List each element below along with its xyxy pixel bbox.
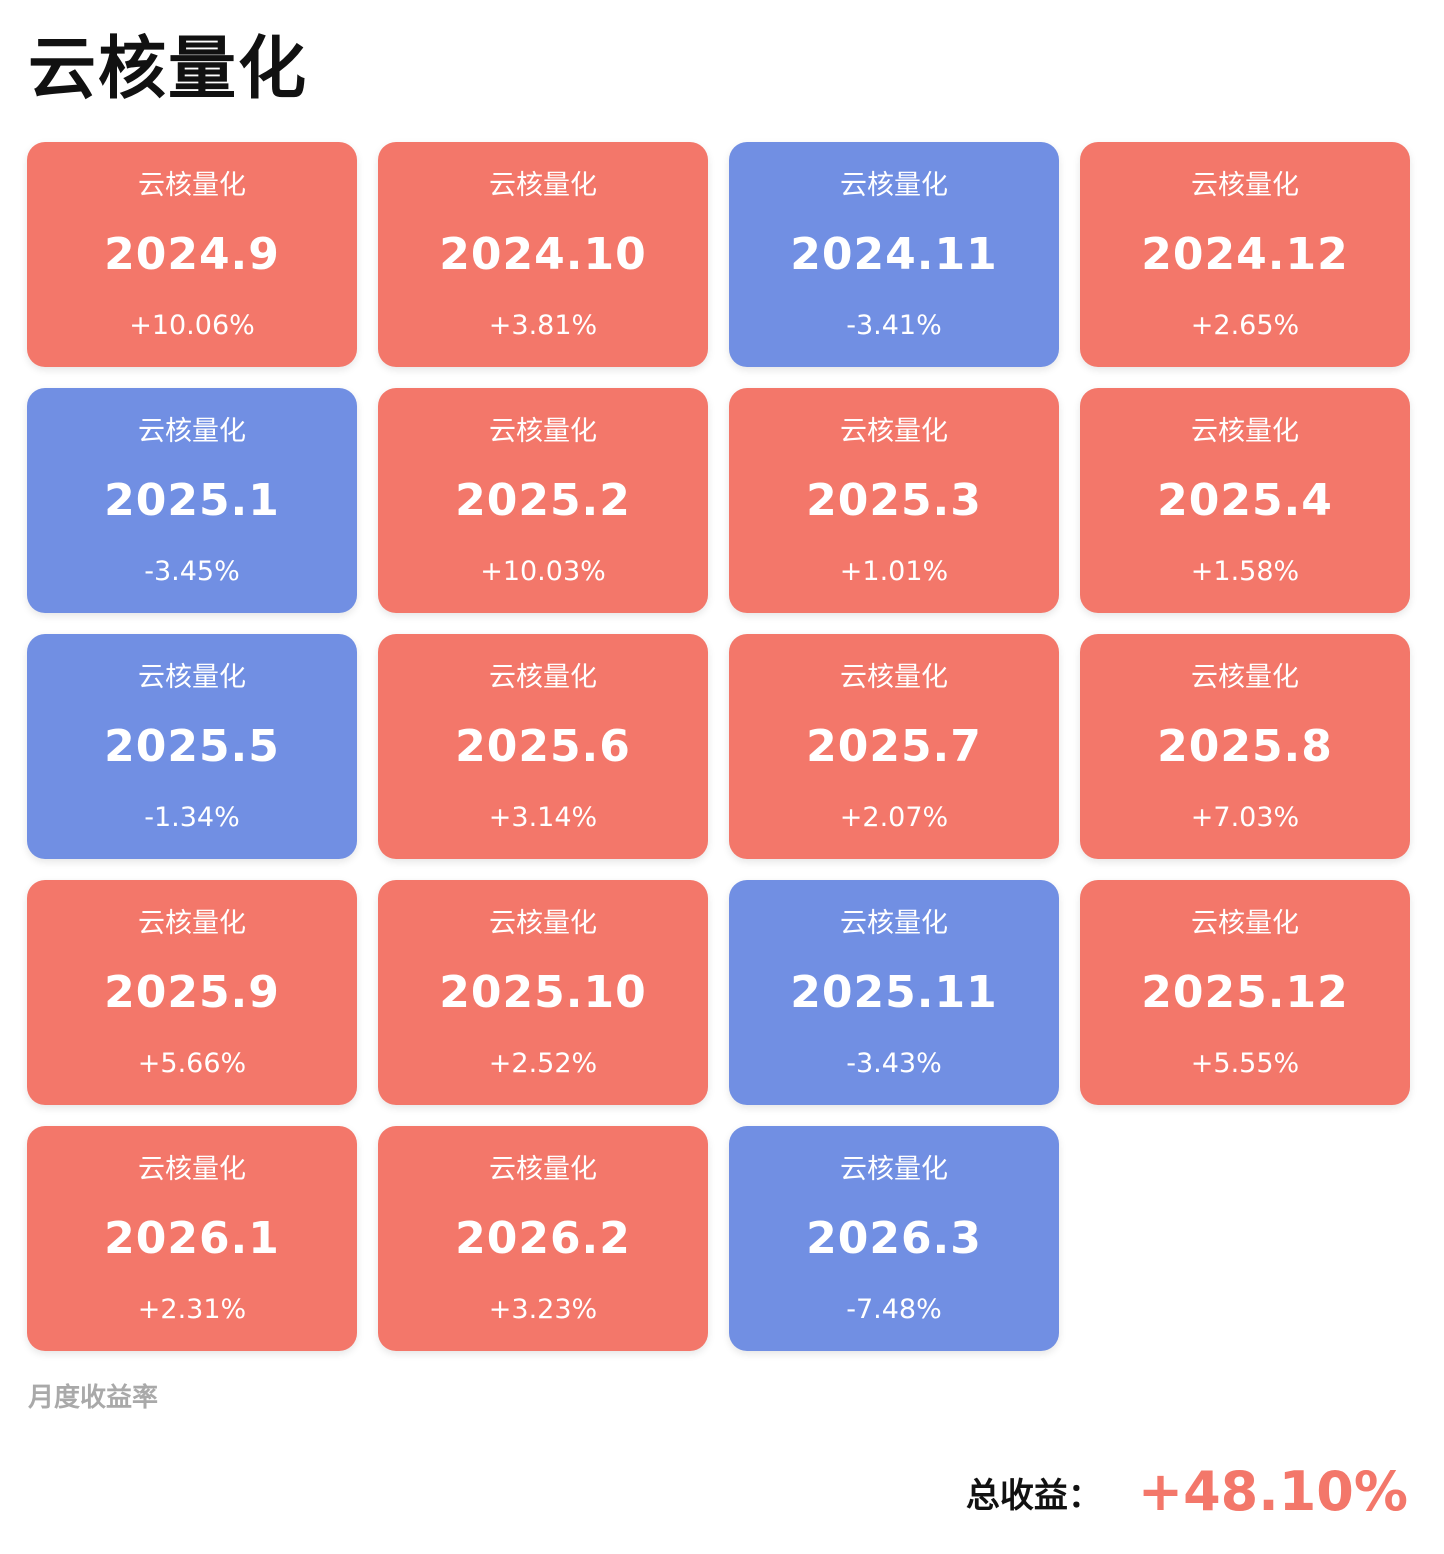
- card-return: +5.55%: [1190, 1048, 1300, 1079]
- card-month: 2025.7: [806, 721, 982, 772]
- month-card: 云核量化 2024.10 +3.81%: [378, 142, 708, 367]
- card-month: 2025.6: [455, 721, 631, 772]
- card-brand: 云核量化: [489, 416, 597, 447]
- month-card: 云核量化 2025.5 -1.34%: [27, 634, 357, 859]
- month-card: 云核量化 2025.12 +5.55%: [1080, 880, 1410, 1105]
- card-return: +10.06%: [129, 310, 255, 341]
- total-return-value: +48.10%: [1137, 1460, 1408, 1523]
- card-month: 2025.5: [104, 721, 280, 772]
- card-return: +7.03%: [1190, 802, 1300, 833]
- card-return: +2.31%: [137, 1294, 247, 1325]
- month-card: 云核量化 2024.12 +2.65%: [1080, 142, 1410, 367]
- card-month: 2025.4: [1157, 475, 1333, 526]
- card-month: 2025.2: [455, 475, 631, 526]
- card-brand: 云核量化: [489, 662, 597, 693]
- card-month: 2024.12: [1141, 229, 1349, 280]
- card-brand: 云核量化: [138, 1154, 246, 1185]
- card-brand: 云核量化: [1191, 662, 1299, 693]
- card-month: 2025.1: [104, 475, 280, 526]
- card-brand: 云核量化: [1191, 908, 1299, 939]
- card-return: -3.43%: [846, 1048, 942, 1079]
- card-month: 2026.3: [806, 1213, 982, 1264]
- card-brand: 云核量化: [138, 170, 246, 201]
- card-month: 2025.8: [1157, 721, 1333, 772]
- card-brand: 云核量化: [840, 662, 948, 693]
- card-return: +3.23%: [488, 1294, 598, 1325]
- card-month: 2025.9: [104, 967, 280, 1018]
- month-card: 云核量化 2025.2 +10.03%: [378, 388, 708, 613]
- card-brand: 云核量化: [138, 662, 246, 693]
- month-card: 云核量化 2025.1 -3.45%: [27, 388, 357, 613]
- total-return-label: 总收益：: [965, 1475, 1102, 1516]
- card-month: 2026.2: [455, 1213, 631, 1264]
- month-card: 云核量化 2025.4 +1.58%: [1080, 388, 1410, 613]
- month-card: 云核量化 2025.6 +3.14%: [378, 634, 708, 859]
- total-return: 总收益： +48.10%: [966, 1456, 1408, 1528]
- card-return: -1.34%: [144, 802, 240, 833]
- month-card: 云核量化 2026.2 +3.23%: [378, 1126, 708, 1351]
- card-brand: 云核量化: [1191, 416, 1299, 447]
- card-return: +1.58%: [1190, 556, 1300, 587]
- card-month: 2025.12: [1141, 967, 1349, 1018]
- card-brand: 云核量化: [489, 1154, 597, 1185]
- card-month: 2025.3: [806, 475, 982, 526]
- card-return: +3.81%: [488, 310, 598, 341]
- card-month: 2024.11: [790, 229, 998, 280]
- month-card: 云核量化 2025.8 +7.03%: [1080, 634, 1410, 859]
- card-month: 2024.9: [104, 229, 280, 280]
- card-return: -3.41%: [846, 310, 942, 341]
- card-return: -3.45%: [144, 556, 240, 587]
- card-month: 2025.10: [439, 967, 647, 1018]
- page-title: 云核量化: [28, 30, 309, 109]
- card-brand: 云核量化: [840, 170, 948, 201]
- card-return: +2.07%: [839, 802, 949, 833]
- monthly-returns-grid: 云核量化 2024.9 +10.06% 云核量化 2024.10 +3.81% 云核量化 20…: [27, 142, 1411, 1351]
- card-return: +2.65%: [1190, 310, 1300, 341]
- card-month: 2026.1: [104, 1213, 280, 1264]
- month-card: 云核量化 2026.1 +2.31%: [27, 1126, 357, 1351]
- card-return: +10.03%: [480, 556, 606, 587]
- card-brand: 云核量化: [489, 170, 597, 201]
- chart-caption: 月度收益率: [28, 1383, 159, 1413]
- month-card: 云核量化 2025.3 +1.01%: [729, 388, 1059, 613]
- month-card: 云核量化 2025.10 +2.52%: [378, 880, 708, 1105]
- month-card: 云核量化 2024.11 -3.41%: [729, 142, 1059, 367]
- card-brand: 云核量化: [840, 908, 948, 939]
- card-brand: 云核量化: [840, 1154, 948, 1185]
- card-month: 2024.10: [439, 229, 647, 280]
- month-card: 云核量化 2024.9 +10.06%: [27, 142, 357, 367]
- card-brand: 云核量化: [840, 416, 948, 447]
- card-brand: 云核量化: [1191, 170, 1299, 201]
- month-card: 云核量化 2026.3 -7.48%: [729, 1126, 1059, 1351]
- month-card: 云核量化 2025.7 +2.07%: [729, 634, 1059, 859]
- card-return: -7.48%: [846, 1294, 942, 1325]
- month-card: 云核量化 2025.9 +5.66%: [27, 880, 357, 1105]
- card-brand: 云核量化: [138, 908, 246, 939]
- card-return: +1.01%: [839, 556, 949, 587]
- card-return: +3.14%: [488, 802, 598, 833]
- month-card: 云核量化 2025.11 -3.43%: [729, 880, 1059, 1105]
- card-brand: 云核量化: [138, 416, 246, 447]
- card-month: 2025.11: [790, 967, 998, 1018]
- card-brand: 云核量化: [489, 908, 597, 939]
- card-return: +2.52%: [488, 1048, 598, 1079]
- card-return: +5.66%: [137, 1048, 247, 1079]
